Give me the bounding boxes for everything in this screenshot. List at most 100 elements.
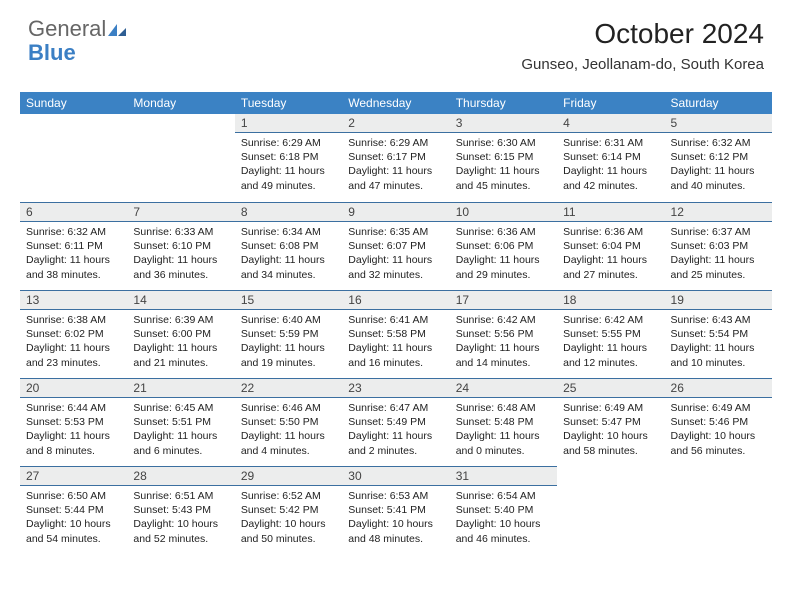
day-number: 23: [342, 378, 449, 398]
daylight-line: Daylight: 11 hours and 32 minutes.: [348, 253, 443, 281]
day-details: Sunrise: 6:38 AMSunset: 6:02 PMDaylight:…: [20, 310, 127, 374]
day-number: 5: [665, 114, 772, 133]
logo-sail-icon: [108, 20, 126, 42]
calendar-cell: 12Sunrise: 6:37 AMSunset: 6:03 PMDayligh…: [665, 202, 772, 290]
calendar-cell: 3Sunrise: 6:30 AMSunset: 6:15 PMDaylight…: [450, 114, 557, 202]
day-details: Sunrise: 6:34 AMSunset: 6:08 PMDaylight:…: [235, 222, 342, 286]
day-details: Sunrise: 6:44 AMSunset: 5:53 PMDaylight:…: [20, 398, 127, 462]
sunset-line: Sunset: 5:54 PM: [671, 327, 766, 341]
sunset-line: Sunset: 6:06 PM: [456, 239, 551, 253]
day-details: Sunrise: 6:49 AMSunset: 5:46 PMDaylight:…: [665, 398, 772, 462]
weekday-header: Saturday: [665, 92, 772, 114]
sunrise-line: Sunrise: 6:33 AM: [133, 225, 228, 239]
daylight-line: Daylight: 11 hours and 4 minutes.: [241, 429, 336, 457]
day-details: Sunrise: 6:39 AMSunset: 6:00 PMDaylight:…: [127, 310, 234, 374]
daylight-line: Daylight: 10 hours and 56 minutes.: [671, 429, 766, 457]
day-number: 2: [342, 114, 449, 133]
sunrise-line: Sunrise: 6:38 AM: [26, 313, 121, 327]
day-details: Sunrise: 6:42 AMSunset: 5:56 PMDaylight:…: [450, 310, 557, 374]
calendar-week-row: 1Sunrise: 6:29 AMSunset: 6:18 PMDaylight…: [20, 114, 772, 202]
calendar-cell: [20, 114, 127, 202]
day-number: 7: [127, 202, 234, 222]
sunrise-line: Sunrise: 6:36 AM: [563, 225, 658, 239]
sunset-line: Sunset: 6:18 PM: [241, 150, 336, 164]
logo-text-blue: Blue: [28, 40, 76, 65]
calendar-cell: 16Sunrise: 6:41 AMSunset: 5:58 PMDayligh…: [342, 290, 449, 378]
sunrise-line: Sunrise: 6:46 AM: [241, 401, 336, 415]
sunset-line: Sunset: 6:15 PM: [456, 150, 551, 164]
daylight-line: Daylight: 11 hours and 6 minutes.: [133, 429, 228, 457]
sunset-line: Sunset: 5:41 PM: [348, 503, 443, 517]
day-number: 9: [342, 202, 449, 222]
daylight-line: Daylight: 11 hours and 27 minutes.: [563, 253, 658, 281]
sunset-line: Sunset: 6:08 PM: [241, 239, 336, 253]
day-details: Sunrise: 6:45 AMSunset: 5:51 PMDaylight:…: [127, 398, 234, 462]
day-details: Sunrise: 6:41 AMSunset: 5:58 PMDaylight:…: [342, 310, 449, 374]
day-details: Sunrise: 6:32 AMSunset: 6:12 PMDaylight:…: [665, 133, 772, 197]
calendar-cell: 1Sunrise: 6:29 AMSunset: 6:18 PMDaylight…: [235, 114, 342, 202]
sunset-line: Sunset: 5:48 PM: [456, 415, 551, 429]
weekday-header: Thursday: [450, 92, 557, 114]
calendar-cell: 29Sunrise: 6:52 AMSunset: 5:42 PMDayligh…: [235, 466, 342, 554]
calendar-cell: 19Sunrise: 6:43 AMSunset: 5:54 PMDayligh…: [665, 290, 772, 378]
calendar-cell: 10Sunrise: 6:36 AMSunset: 6:06 PMDayligh…: [450, 202, 557, 290]
day-details: Sunrise: 6:40 AMSunset: 5:59 PMDaylight:…: [235, 310, 342, 374]
sunset-line: Sunset: 5:56 PM: [456, 327, 551, 341]
calendar-week-row: 27Sunrise: 6:50 AMSunset: 5:44 PMDayligh…: [20, 466, 772, 554]
day-number: 22: [235, 378, 342, 398]
day-details: Sunrise: 6:49 AMSunset: 5:47 PMDaylight:…: [557, 398, 664, 462]
daylight-line: Daylight: 10 hours and 52 minutes.: [133, 517, 228, 545]
sunrise-line: Sunrise: 6:49 AM: [563, 401, 658, 415]
sunset-line: Sunset: 5:50 PM: [241, 415, 336, 429]
day-number: 30: [342, 466, 449, 486]
location-subtitle: Gunseo, Jeollanam-do, South Korea: [521, 56, 764, 73]
day-details: Sunrise: 6:33 AMSunset: 6:10 PMDaylight:…: [127, 222, 234, 286]
calendar-table: SundayMondayTuesdayWednesdayThursdayFrid…: [20, 92, 772, 554]
day-number: 6: [20, 202, 127, 222]
day-details: Sunrise: 6:46 AMSunset: 5:50 PMDaylight:…: [235, 398, 342, 462]
sunset-line: Sunset: 5:40 PM: [456, 503, 551, 517]
calendar-cell: 2Sunrise: 6:29 AMSunset: 6:17 PMDaylight…: [342, 114, 449, 202]
calendar-cell: 23Sunrise: 6:47 AMSunset: 5:49 PMDayligh…: [342, 378, 449, 466]
calendar-cell: 17Sunrise: 6:42 AMSunset: 5:56 PMDayligh…: [450, 290, 557, 378]
weekday-header: Monday: [127, 92, 234, 114]
calendar-cell: 15Sunrise: 6:40 AMSunset: 5:59 PMDayligh…: [235, 290, 342, 378]
daylight-line: Daylight: 10 hours and 46 minutes.: [456, 517, 551, 545]
daylight-line: Daylight: 10 hours and 58 minutes.: [563, 429, 658, 457]
day-number: 21: [127, 378, 234, 398]
sunset-line: Sunset: 5:47 PM: [563, 415, 658, 429]
calendar-cell: 14Sunrise: 6:39 AMSunset: 6:00 PMDayligh…: [127, 290, 234, 378]
day-number: 31: [450, 466, 557, 486]
header-title-block: October 2024 Gunseo, Jeollanam-do, South…: [521, 18, 764, 73]
calendar-cell: 5Sunrise: 6:32 AMSunset: 6:12 PMDaylight…: [665, 114, 772, 202]
calendar-cell: 31Sunrise: 6:54 AMSunset: 5:40 PMDayligh…: [450, 466, 557, 554]
sunrise-line: Sunrise: 6:35 AM: [348, 225, 443, 239]
daylight-line: Daylight: 11 hours and 45 minutes.: [456, 164, 551, 192]
sunrise-line: Sunrise: 6:44 AM: [26, 401, 121, 415]
day-number: 16: [342, 290, 449, 310]
day-details: Sunrise: 6:52 AMSunset: 5:42 PMDaylight:…: [235, 486, 342, 550]
day-details: Sunrise: 6:54 AMSunset: 5:40 PMDaylight:…: [450, 486, 557, 550]
day-details: Sunrise: 6:51 AMSunset: 5:43 PMDaylight:…: [127, 486, 234, 550]
calendar-cell: 4Sunrise: 6:31 AMSunset: 6:14 PMDaylight…: [557, 114, 664, 202]
day-number: 17: [450, 290, 557, 310]
daylight-line: Daylight: 11 hours and 47 minutes.: [348, 164, 443, 192]
sunset-line: Sunset: 5:43 PM: [133, 503, 228, 517]
day-details: Sunrise: 6:37 AMSunset: 6:03 PMDaylight:…: [665, 222, 772, 286]
sunrise-line: Sunrise: 6:39 AM: [133, 313, 228, 327]
day-details: Sunrise: 6:47 AMSunset: 5:49 PMDaylight:…: [342, 398, 449, 462]
calendar-cell: 13Sunrise: 6:38 AMSunset: 6:02 PMDayligh…: [20, 290, 127, 378]
page-title: October 2024: [521, 18, 764, 50]
sunset-line: Sunset: 6:07 PM: [348, 239, 443, 253]
daylight-line: Daylight: 11 hours and 14 minutes.: [456, 341, 551, 369]
sunset-line: Sunset: 5:42 PM: [241, 503, 336, 517]
sunrise-line: Sunrise: 6:36 AM: [456, 225, 551, 239]
sunrise-line: Sunrise: 6:32 AM: [26, 225, 121, 239]
sunrise-line: Sunrise: 6:47 AM: [348, 401, 443, 415]
sunrise-line: Sunrise: 6:52 AM: [241, 489, 336, 503]
calendar-week-row: 6Sunrise: 6:32 AMSunset: 6:11 PMDaylight…: [20, 202, 772, 290]
day-number: 4: [557, 114, 664, 133]
calendar-cell: 18Sunrise: 6:42 AMSunset: 5:55 PMDayligh…: [557, 290, 664, 378]
daylight-line: Daylight: 10 hours and 50 minutes.: [241, 517, 336, 545]
daylight-line: Daylight: 11 hours and 2 minutes.: [348, 429, 443, 457]
